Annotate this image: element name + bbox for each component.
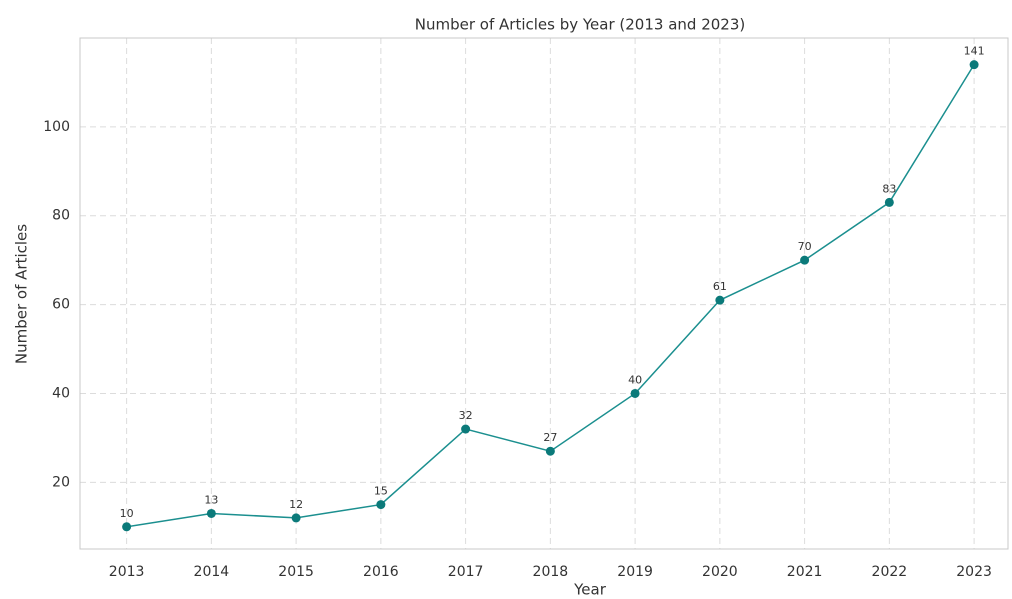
marker bbox=[206, 508, 216, 518]
x-tick-label: 2017 bbox=[448, 564, 484, 580]
y-tick-label: 40 bbox=[52, 385, 70, 401]
y-tick-label: 80 bbox=[52, 208, 70, 224]
marker bbox=[715, 295, 725, 305]
x-axis-label: Year bbox=[573, 581, 607, 599]
x-tick-label: 2019 bbox=[617, 564, 653, 580]
marker bbox=[291, 513, 301, 523]
x-tick-label: 2023 bbox=[956, 564, 992, 580]
y-tick-label: 60 bbox=[52, 297, 70, 313]
x-tick-label: 2013 bbox=[109, 564, 145, 580]
x-tick-label: 2020 bbox=[702, 564, 738, 580]
x-tick-label: 2016 bbox=[363, 564, 399, 580]
x-tick-label: 2022 bbox=[872, 564, 908, 580]
plot-frame bbox=[79, 37, 1009, 550]
y-tick-label: 100 bbox=[43, 119, 70, 135]
marker bbox=[630, 388, 640, 398]
data-label: 61 bbox=[713, 280, 727, 293]
data-label: 27 bbox=[543, 431, 557, 444]
x-tick-label: 2021 bbox=[787, 564, 823, 580]
data-label: 15 bbox=[374, 485, 388, 498]
marker bbox=[969, 60, 979, 70]
data-label: 83 bbox=[882, 182, 896, 195]
data-label: 32 bbox=[459, 409, 473, 422]
chart-title: Number of Articles by Year (2013 and 202… bbox=[415, 16, 745, 34]
marker bbox=[122, 522, 132, 532]
y-tick-label: 20 bbox=[52, 474, 70, 490]
marker bbox=[884, 197, 894, 207]
data-label: 12 bbox=[289, 498, 303, 511]
data-label: 10 bbox=[120, 507, 134, 520]
x-tick-label: 2015 bbox=[278, 564, 314, 580]
y-axis-label: Number of Articles bbox=[13, 224, 31, 364]
data-label: 13 bbox=[204, 493, 218, 506]
data-label: 70 bbox=[798, 240, 812, 253]
x-tick-label: 2014 bbox=[194, 564, 230, 580]
marker bbox=[800, 255, 810, 265]
data-label: 40 bbox=[628, 373, 642, 386]
marker bbox=[376, 500, 386, 510]
x-tick-label: 2018 bbox=[533, 564, 569, 580]
marker bbox=[461, 424, 471, 434]
marker bbox=[545, 446, 555, 456]
data-label: 141 bbox=[964, 45, 985, 58]
